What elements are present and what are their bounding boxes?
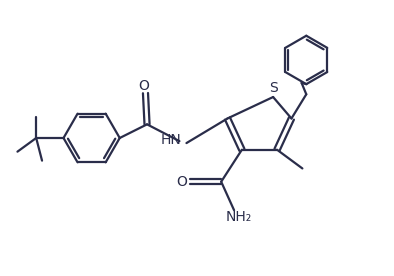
Text: HN: HN (160, 133, 181, 147)
Text: O: O (138, 79, 149, 93)
Text: S: S (269, 81, 277, 95)
Text: O: O (177, 175, 188, 189)
Text: NH₂: NH₂ (226, 210, 252, 224)
